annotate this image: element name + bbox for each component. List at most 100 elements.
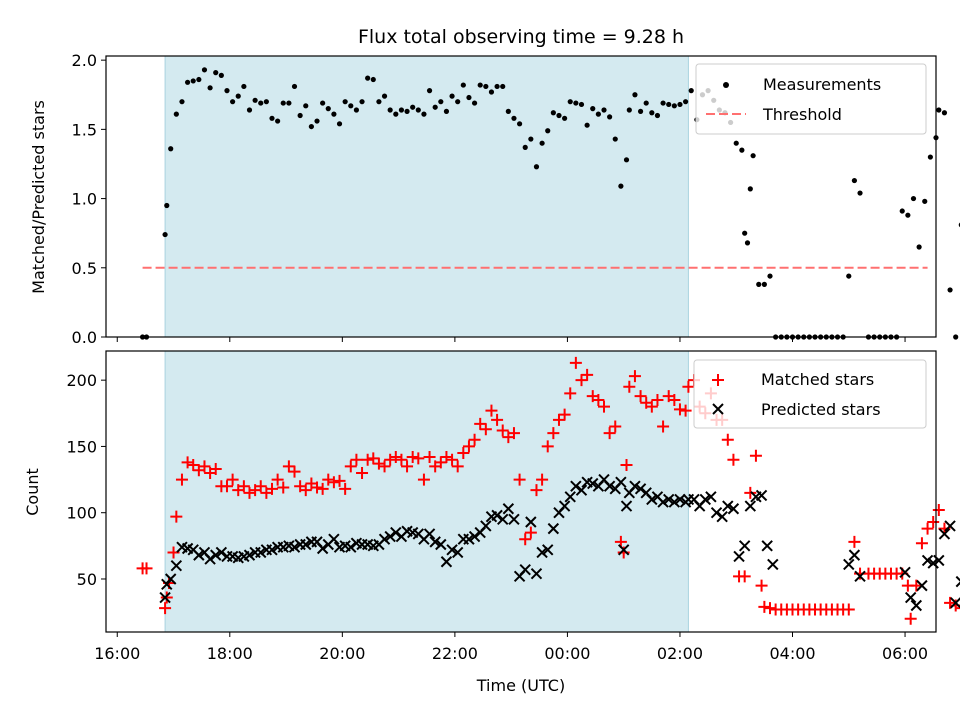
matched-star-point	[462, 440, 475, 453]
matched-star-point	[657, 420, 670, 433]
matched-star-point	[406, 451, 419, 464]
predicted-star-point	[440, 556, 453, 568]
predicted-star-point	[854, 570, 866, 583]
predicted-star-point	[497, 513, 509, 526]
y-tick-label: 0.5	[72, 259, 97, 278]
matched-star-point	[552, 413, 565, 426]
observing-window-shade	[164, 350, 689, 633]
legend-matched-marker	[712, 374, 724, 386]
predicted-star-point	[468, 530, 481, 543]
matched-star-point	[440, 451, 453, 464]
matched-star-point	[530, 484, 543, 497]
matched-star-point	[603, 427, 616, 440]
matched-star-point	[378, 460, 391, 473]
measurement-point	[432, 104, 438, 110]
measurement-point	[164, 202, 170, 209]
measurement-point	[365, 75, 371, 81]
measurement-point	[516, 121, 523, 127]
measurement-point	[607, 114, 613, 120]
predicted-star-point	[674, 493, 686, 506]
predicted-star-point	[288, 541, 301, 553]
legend-threshold-label: Threshold	[762, 105, 842, 124]
predicted-star-point	[204, 553, 216, 565]
measurement-point	[184, 79, 191, 85]
measurement-point	[415, 107, 421, 113]
predicted-star-point	[255, 546, 267, 559]
x-tick-label: 18:00	[207, 644, 253, 663]
matched-star-point	[609, 420, 622, 433]
measurement-point	[522, 144, 528, 150]
measurement-point	[601, 107, 607, 113]
matched-star-point	[271, 473, 284, 486]
predicted-star-point	[316, 542, 329, 555]
matched-star-point	[175, 473, 188, 486]
measurement-point	[899, 208, 905, 214]
measurement-point	[263, 99, 269, 105]
measurement-point	[218, 72, 224, 78]
predicted-star-point	[547, 522, 560, 535]
matched-star-point	[575, 374, 588, 387]
measurement-point	[747, 186, 753, 192]
predicted-star-point	[761, 540, 773, 552]
x-axis-label: Time (UTC)	[476, 676, 565, 695]
matched-star-point	[764, 602, 776, 615]
matched-star-point	[485, 404, 498, 417]
measurement-point	[851, 177, 858, 184]
matched-star-point	[327, 476, 340, 489]
top-legend: Measurements Threshold	[695, 63, 927, 135]
predicted-star-point	[243, 549, 256, 561]
legend-measurements-marker	[723, 82, 729, 88]
measurement-point	[947, 287, 953, 293]
predicted-star-point	[165, 573, 177, 585]
measurement-point	[325, 106, 331, 112]
y-tick-label: 150	[66, 437, 97, 456]
predicted-star-point	[899, 566, 911, 579]
predicted-star-point	[390, 526, 402, 539]
predicted-star-point	[480, 520, 492, 532]
measurement-point	[927, 154, 933, 160]
matched-star-point	[243, 486, 256, 499]
measurement-point	[846, 273, 852, 279]
matched-star-point	[848, 535, 861, 548]
predicted-star-point	[587, 477, 599, 490]
measurement-point	[173, 111, 179, 117]
predicted-star-point	[300, 538, 312, 551]
chart-title: Flux total observing time = 9.28 h	[358, 26, 684, 48]
legend-predicted-label: Predicted stars	[761, 400, 881, 419]
matched-star-point	[623, 380, 636, 393]
y-tick-label: 2.0	[72, 51, 97, 70]
y-tick-label: 1.5	[72, 120, 97, 139]
matched-star-point	[350, 453, 363, 466]
matched-star-point	[651, 394, 664, 407]
matched-star-point	[645, 400, 658, 413]
measurement-point	[533, 164, 540, 170]
matched-star-point	[389, 451, 402, 464]
matched-star-point	[384, 453, 397, 466]
predicted-star-point	[193, 549, 205, 561]
matched-star-point	[536, 473, 549, 486]
measurement-point	[756, 281, 762, 287]
measurement-point	[494, 83, 500, 90]
matched-star-point	[423, 451, 436, 464]
bottom-y-axis-label: Count	[23, 468, 42, 516]
predicted-star-point	[657, 496, 669, 508]
top-axes-frame	[105, 55, 937, 338]
matched-star-point	[755, 579, 768, 592]
measurement-point	[314, 118, 320, 124]
y-tick-label: 1.0	[72, 190, 97, 209]
matched-star-point	[226, 473, 239, 486]
measurement-point	[767, 273, 773, 279]
measurement-point	[500, 83, 506, 90]
predicted-star-point	[519, 563, 531, 576]
matched-star-point	[620, 458, 633, 471]
matched-star-point	[927, 515, 940, 528]
matched-star-point	[474, 417, 487, 430]
predicted-star-point	[508, 513, 520, 526]
predicted-star-point	[668, 496, 681, 508]
matched-star-point	[598, 400, 610, 413]
measurement-point	[505, 108, 511, 114]
bottom-legend-box	[693, 359, 927, 429]
measurement-point	[275, 118, 281, 124]
matched-star-point	[395, 453, 408, 466]
top-legend-box	[695, 63, 927, 135]
